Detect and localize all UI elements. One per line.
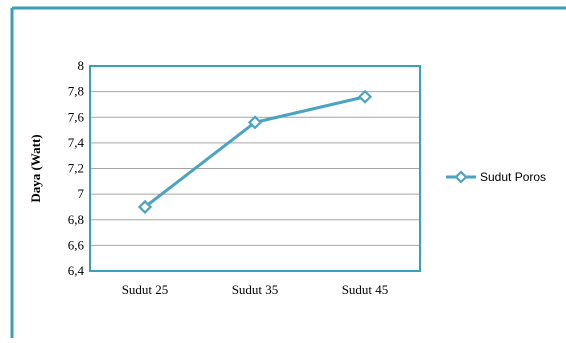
data-point-diamond-icon [247, 115, 263, 130]
y-tick-label: 7,8 [68, 84, 84, 99]
y-tick-label: 6,4 [68, 263, 85, 278]
y-axis-title: Daya (Watt) [28, 134, 43, 202]
y-tick-label: 6,8 [68, 212, 84, 227]
series-layer [137, 89, 373, 214]
x-tick-label: Sudut 25 [122, 282, 169, 297]
y-tick-label: 6,6 [68, 237, 85, 252]
y-tick-label: 7,6 [68, 109, 85, 124]
data-point-diamond-icon [357, 89, 373, 104]
y-tick-label: 8 [78, 58, 85, 73]
y-tick-label: 7,4 [68, 135, 85, 150]
series-line-0 [144, 95, 366, 209]
legend-label: Sudut Poros [480, 170, 546, 184]
y-tick-label: 7 [78, 186, 85, 201]
y-axis-tick-labels: 6,4 6,6 6,8 7 7,2 7,4 7,6 7,8 8 [68, 58, 85, 278]
y-tick-label: 7,2 [68, 161, 84, 176]
legend: Sudut Poros [446, 170, 546, 184]
data-point-diamond-icon [137, 199, 153, 214]
x-axis-tick-labels: Sudut 25 Sudut 35 Sudut 45 [122, 282, 389, 297]
x-tick-label: Sudut 45 [342, 282, 389, 297]
x-tick-label: Sudut 35 [232, 282, 279, 297]
legend-diamond-icon [454, 170, 468, 184]
plot-area-border [89, 65, 421, 272]
